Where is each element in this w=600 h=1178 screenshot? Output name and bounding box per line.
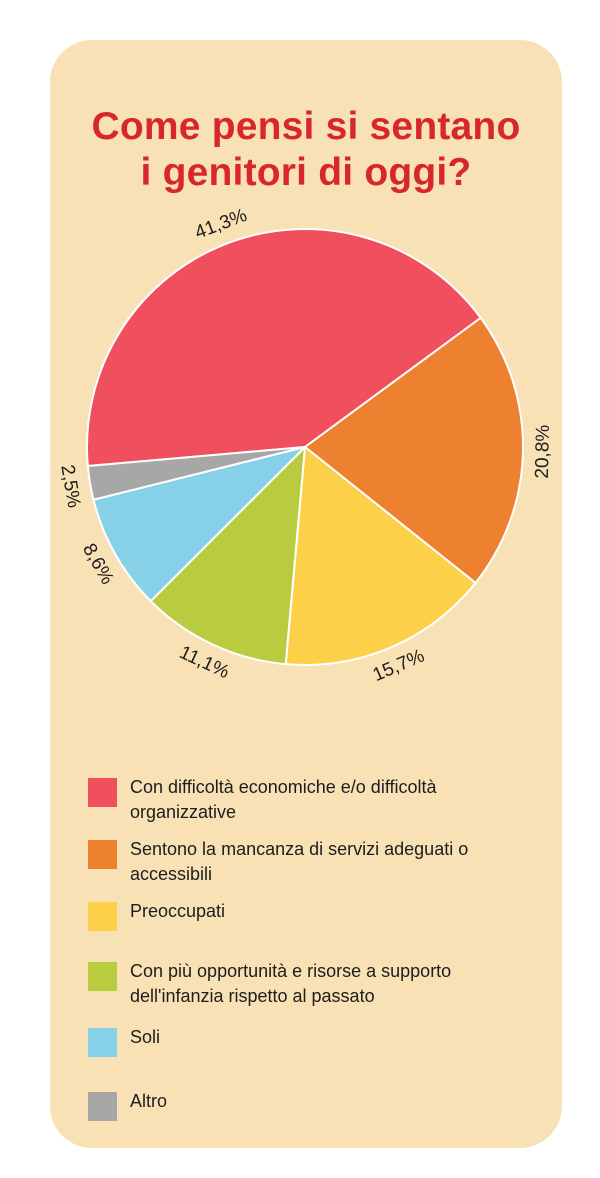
legend-swatch-opportunita bbox=[88, 962, 117, 991]
legend-swatch-altro bbox=[88, 1092, 117, 1121]
pie-slice-soli bbox=[92, 446, 306, 603]
pie-slices bbox=[86, 228, 524, 666]
pie-label-altro: 2,5% bbox=[56, 463, 84, 509]
legend-label-opportunita: Con più opportunità e risorse a supporto… bbox=[130, 961, 452, 1006]
chart-title: Come pensi si sentano i genitori di oggi… bbox=[50, 104, 562, 196]
pie-label-servizi: 20,8% bbox=[532, 424, 554, 478]
legend-swatch-soli bbox=[88, 1028, 117, 1057]
pie-slice-difficolta bbox=[86, 228, 482, 467]
legend-swatch-difficolta bbox=[88, 778, 117, 807]
pie-slice-servizi bbox=[304, 316, 524, 584]
legend-label-altro: Altro bbox=[130, 1091, 168, 1111]
chart-title-line-2: i genitori di oggi? bbox=[140, 151, 472, 194]
legend-swatch-servizi bbox=[88, 840, 117, 869]
legend-label-soli: Soli bbox=[130, 1027, 161, 1047]
chart-title-line-1: Come pensi si sentano bbox=[91, 105, 521, 148]
pie-slice-altro bbox=[86, 446, 306, 501]
legend-label-difficolta: Con difficoltà economiche e/o difficoltà… bbox=[130, 777, 437, 822]
pie-chart: 41,3%20,8%15,7%11,1%8,6%2,5% bbox=[56, 205, 554, 686]
pie-slice-preoccupati bbox=[284, 446, 477, 666]
legend-label-preoccupati: Preoccupati bbox=[130, 901, 226, 921]
pie-slice-opportunita bbox=[149, 446, 306, 666]
legend-swatch-preoccupati bbox=[88, 902, 117, 931]
legend-label-servizi: Sentono la mancanza di servizi adeguati … bbox=[130, 839, 469, 884]
